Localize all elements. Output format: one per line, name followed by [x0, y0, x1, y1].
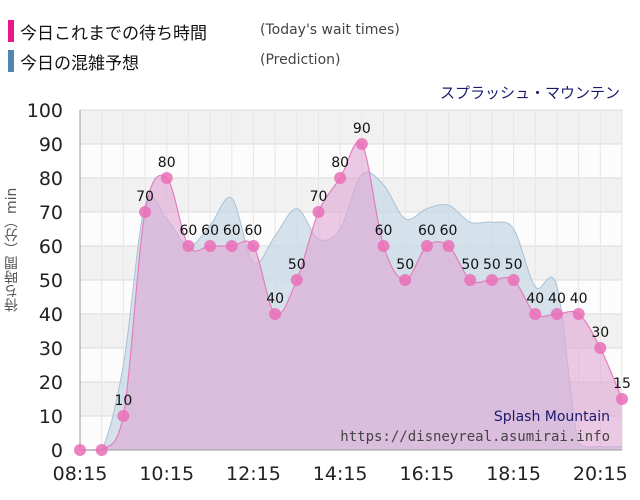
x-tick-label: 12:15 — [226, 463, 281, 485]
legend-prediction-swatch — [8, 50, 14, 72]
attraction-name-en: Splash Mountain — [494, 409, 610, 425]
data-label: 60 — [179, 223, 197, 239]
x-tick-label: 14:15 — [313, 463, 368, 485]
actual-point — [485, 274, 498, 286]
actual-point — [464, 274, 477, 286]
actual-point — [594, 342, 607, 354]
legend-prediction-label-en: (Prediction) — [260, 52, 341, 68]
data-label: 70 — [310, 189, 328, 205]
data-label: 10 — [114, 393, 132, 409]
site-url: https://disneyreal.asumirai.info — [340, 429, 610, 445]
actual-point — [616, 393, 628, 405]
data-label: 80 — [331, 155, 349, 171]
legend-actual-label-en: (Today's wait times) — [260, 22, 400, 38]
actual-point — [74, 444, 86, 456]
y-tick-label: 60 — [39, 236, 63, 258]
data-label: 40 — [526, 291, 544, 307]
data-label: 60 — [223, 223, 241, 239]
actual-point — [420, 240, 433, 252]
actual-point — [247, 240, 260, 252]
actual-point — [550, 308, 563, 320]
legend-prediction-label: 今日の混雑予想 — [20, 54, 139, 74]
data-label: 50 — [461, 257, 479, 273]
actual-point — [334, 172, 347, 184]
data-label: 80 — [158, 155, 176, 171]
actual-point — [507, 274, 520, 286]
x-tick-label: 18:15 — [486, 463, 541, 485]
actual-point — [572, 308, 585, 320]
data-label: 50 — [505, 257, 523, 273]
actual-area — [80, 141, 622, 450]
y-tick-label: 90 — [39, 134, 63, 156]
data-label: 50 — [288, 257, 306, 273]
data-label: 60 — [245, 223, 263, 239]
legend-actual-label: 今日これまでの待ち時間 — [20, 24, 207, 44]
data-label: 90 — [353, 121, 371, 137]
y-tick-label: 50 — [39, 270, 63, 292]
legend-actual-swatch — [8, 20, 14, 42]
data-label: 15 — [613, 376, 631, 392]
y-tick-label: 40 — [39, 304, 63, 326]
actual-point — [204, 240, 217, 252]
x-tick-label: 10:15 — [139, 463, 194, 485]
data-label: 60 — [201, 223, 219, 239]
actual-point — [225, 240, 238, 252]
data-label: 50 — [396, 257, 414, 273]
data-label: 40 — [548, 291, 566, 307]
actual-point — [182, 240, 195, 252]
actual-point — [312, 206, 325, 218]
x-tick-label: 08:15 — [53, 463, 108, 485]
data-label: 40 — [266, 291, 284, 307]
grid-band — [80, 110, 622, 144]
y-tick-label: 0 — [51, 440, 63, 462]
actual-point — [442, 240, 455, 252]
x-tick-label: 16:15 — [399, 463, 454, 485]
x-tick-label: 20:15 — [573, 463, 628, 485]
attraction-title: スプラッシュ・マウンテン — [440, 84, 620, 102]
y-tick-label: 70 — [39, 202, 63, 224]
actual-point — [117, 410, 130, 422]
y-tick-label: 100 — [27, 100, 63, 122]
actual-point — [399, 274, 412, 286]
actual-point — [160, 172, 173, 184]
actual-point — [355, 138, 368, 150]
data-label: 70 — [136, 189, 154, 205]
actual-point — [139, 206, 152, 218]
data-label: 40 — [570, 291, 588, 307]
data-label: 60 — [440, 223, 458, 239]
y-tick-label: 30 — [39, 338, 63, 360]
data-label: 60 — [375, 223, 393, 239]
y-tick-label: 20 — [39, 372, 63, 394]
data-label: 30 — [591, 325, 609, 341]
actual-point — [377, 240, 390, 252]
actual-point — [529, 308, 542, 320]
y-tick-label: 10 — [39, 406, 63, 428]
y-tick-label: 80 — [39, 168, 63, 190]
actual-point — [269, 308, 282, 320]
actual-point — [290, 274, 303, 286]
data-label: 50 — [483, 257, 501, 273]
actual-point — [95, 444, 108, 456]
data-label: 60 — [418, 223, 436, 239]
